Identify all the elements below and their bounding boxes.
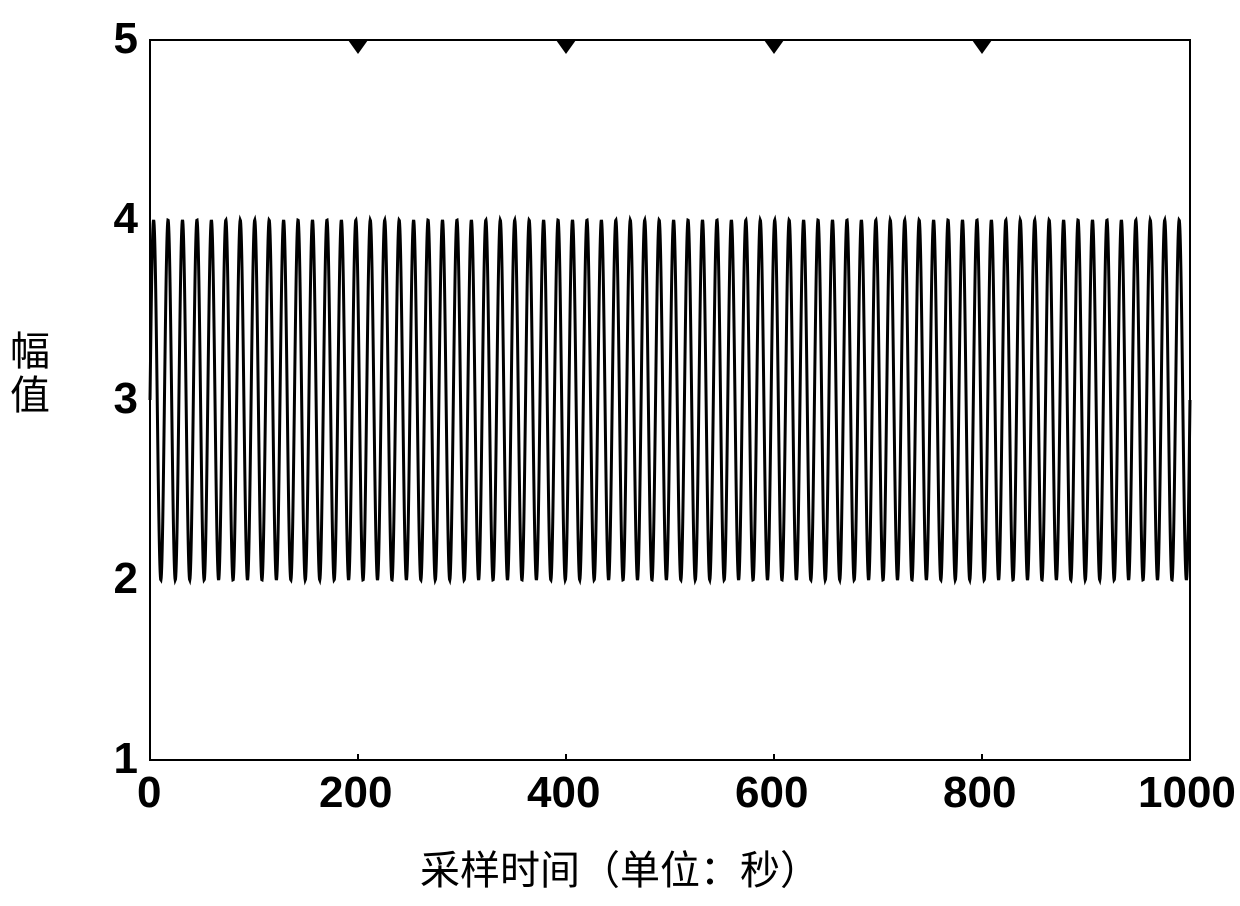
y-tick-label: 2 (114, 554, 138, 604)
x-tick-label: 400 (527, 768, 600, 818)
x-tick-label: 800 (943, 768, 1016, 818)
x-tick-label: 0 (137, 768, 161, 818)
x-tick-label: 200 (319, 768, 392, 818)
y-tick-label: 3 (114, 374, 138, 424)
chart-svg (0, 0, 1240, 906)
x-axis-label: 采样时间（单位：秒） (0, 838, 1240, 896)
x-tick-label: 600 (735, 768, 808, 818)
y-tick-label: 4 (114, 194, 138, 244)
y-tick-label: 1 (114, 734, 138, 784)
y-axis-label: 幅值 (10, 330, 52, 418)
y-tick-label: 5 (114, 14, 138, 64)
chart-container: 幅值 采样时间（单位：秒） 1 2 3 4 5 0 200 400 600 800 1000 (0, 0, 1240, 906)
x-tick-label: 1000 (1138, 768, 1236, 818)
